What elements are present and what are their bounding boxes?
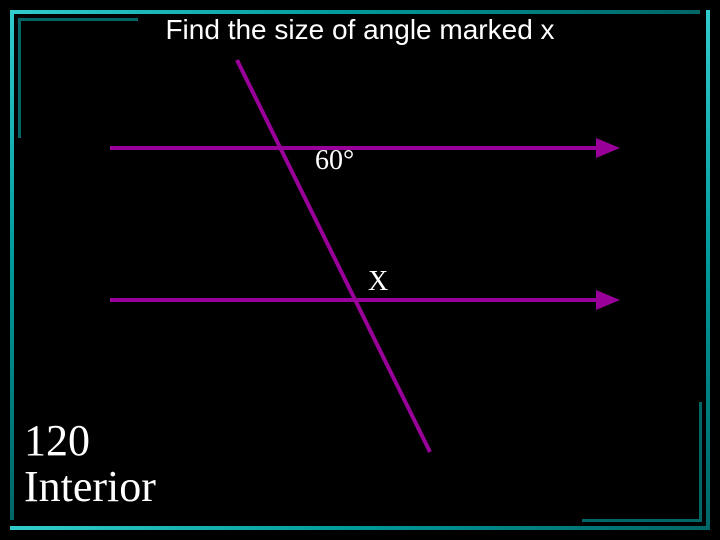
arrowhead-top: [596, 138, 620, 158]
slide-root: Find the size of angle marked x 60° X 12…: [0, 0, 720, 540]
arrowhead-bottom: [596, 290, 620, 310]
answer-block: 120 Interior: [24, 418, 156, 510]
geometry: [110, 60, 596, 452]
transversal-line: [237, 60, 430, 452]
answer-value: 120: [24, 418, 156, 464]
question-title: Find the size of angle marked x: [0, 14, 720, 46]
answer-word: Interior: [24, 464, 156, 510]
angle-x-label: X: [368, 266, 388, 298]
angle-60-label: 60°: [315, 145, 354, 177]
arrowheads: [596, 138, 620, 310]
